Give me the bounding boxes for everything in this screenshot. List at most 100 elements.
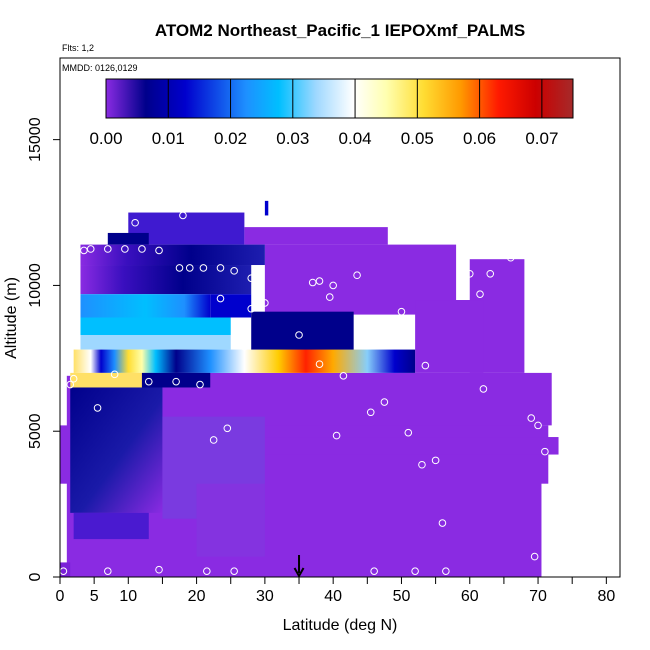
observation-marker	[380, 398, 389, 406]
x-tick-label: 5	[90, 588, 99, 605]
colorbar-tick-label: 0.02	[214, 129, 247, 148]
observation-marker	[247, 274, 256, 282]
colorbar-tick-label: 0.04	[339, 129, 372, 148]
observation-marker	[230, 567, 238, 575]
x-tick-label: 40	[324, 588, 342, 605]
observation-marker	[527, 414, 536, 422]
x-axis-label: Latitude (deg N)	[283, 617, 398, 634]
observation-marker	[411, 567, 419, 575]
field-region	[210, 294, 252, 318]
observation-marker	[476, 290, 484, 298]
observation-marker	[366, 408, 375, 417]
x-tick-label: 60	[461, 588, 479, 605]
observation-marker	[216, 294, 225, 303]
y-tick-label: 0	[27, 572, 44, 581]
observation-marker	[203, 567, 211, 575]
observation-marker	[431, 456, 440, 465]
observation-marker	[530, 552, 539, 561]
field-region	[80, 244, 265, 266]
x-tick-label: 50	[393, 588, 411, 605]
observation-marker	[506, 253, 515, 262]
observation-marker	[86, 245, 95, 253]
observation-marker	[404, 428, 413, 437]
colorbar-tick-label: 0.06	[463, 129, 496, 148]
observation-marker	[247, 304, 256, 313]
observation-marker	[196, 380, 204, 389]
observation-marker	[155, 565, 163, 574]
observation-marker	[308, 278, 317, 287]
y-tick-label: 10000	[27, 263, 44, 308]
field-region	[141, 372, 211, 388]
observation-marker	[110, 370, 119, 379]
observation-marker	[138, 245, 146, 253]
field-region	[244, 227, 388, 245]
observation-marker	[185, 264, 194, 272]
observation-marker	[479, 385, 488, 393]
observation-marker	[315, 277, 324, 285]
y-axis-label: Altitude (m)	[3, 277, 20, 359]
observation-marker	[325, 293, 334, 301]
colorbar: 0.00 0.01 0.02 0.03 0.04 0.05 0.06 0.07	[89, 78, 574, 148]
observation-marker	[438, 519, 447, 527]
observation-marker	[175, 264, 184, 272]
field-region	[80, 317, 231, 335]
field-region	[80, 294, 211, 318]
observation-marker	[329, 281, 337, 290]
observation-marker	[131, 218, 139, 227]
observation-marker	[104, 567, 112, 575]
field-region	[80, 265, 252, 295]
observation-marker	[179, 211, 187, 220]
x-tick-label: 10	[119, 588, 137, 605]
field-region	[73, 349, 416, 373]
observation-marker	[66, 380, 75, 389]
observation-marker	[172, 377, 180, 386]
arrow-head	[293, 567, 305, 579]
observation-marker	[534, 421, 542, 430]
observation-markers	[59, 211, 549, 575]
observation-marker	[209, 436, 218, 444]
colorbar-tick-label: 0.03	[276, 129, 309, 148]
colorbar-ramp	[105, 78, 574, 119]
observation-marker	[370, 567, 378, 575]
field-region	[80, 334, 231, 350]
colorbar-tick-label: 0.00	[89, 129, 122, 148]
x-axis: 0 5 10 20 30 40 50 60 70 80	[56, 576, 620, 605]
observation-marker	[465, 269, 474, 278]
x-tick-label: 70	[529, 588, 547, 605]
field-region	[107, 232, 149, 245]
field-region	[415, 300, 484, 373]
concentration-field	[60, 200, 559, 577]
observation-marker	[486, 269, 495, 278]
field-region	[60, 562, 71, 577]
y-tick-label: 5000	[27, 413, 44, 449]
observation-marker	[216, 264, 225, 272]
reference-arrow	[293, 555, 305, 579]
observation-marker	[155, 246, 163, 255]
observation-marker	[418, 460, 426, 469]
x-tick-label: 0	[56, 588, 65, 605]
field-region	[196, 483, 265, 557]
observation-marker	[230, 267, 238, 275]
colorbar-tick-label: 0.07	[525, 129, 558, 148]
x-tick-label: 20	[188, 588, 206, 605]
observation-marker	[69, 374, 78, 383]
x-tick-label: 30	[256, 588, 274, 605]
field-region	[264, 200, 269, 216]
y-tick-label: 15000	[27, 117, 44, 162]
observation-marker	[332, 431, 341, 440]
observation-marker	[93, 404, 102, 412]
flights-label: Flts: 1,2	[62, 43, 94, 53]
chart-title: ATOM2 Northeast_Pacific_1 IEPOXmf_PALMS	[155, 21, 525, 40]
field-region	[73, 512, 149, 540]
observation-marker	[353, 271, 361, 280]
observation-marker	[315, 360, 324, 368]
colorbar-tick-label: 0.05	[401, 129, 434, 148]
field-region	[70, 384, 163, 513]
field-region	[70, 372, 142, 388]
observation-marker	[261, 299, 269, 307]
observation-marker	[199, 264, 208, 272]
observation-marker	[121, 245, 129, 253]
y-axis: 0 5000 10000 15000	[27, 117, 61, 581]
observation-marker	[223, 424, 232, 433]
observation-marker	[104, 245, 112, 253]
